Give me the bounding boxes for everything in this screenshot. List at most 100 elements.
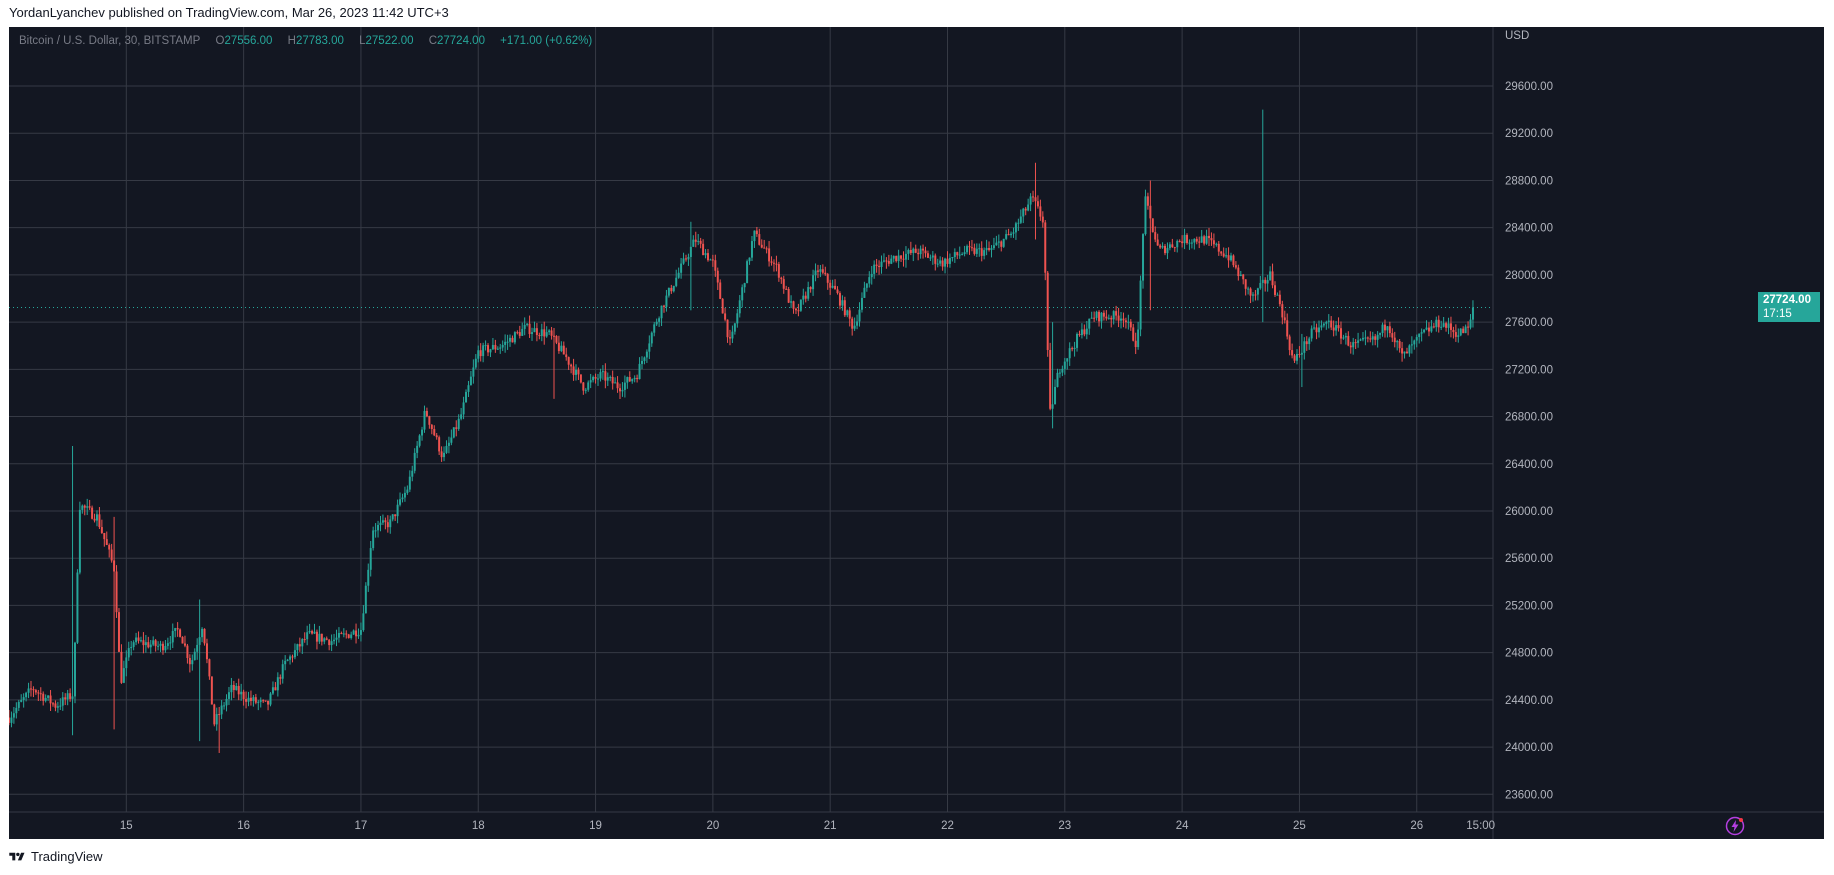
candle xyxy=(501,340,504,352)
candle xyxy=(413,448,416,474)
candle xyxy=(582,381,585,395)
candle xyxy=(1093,311,1096,322)
candle xyxy=(117,608,120,653)
lightning-icon[interactable] xyxy=(1725,816,1745,836)
candle xyxy=(196,638,199,660)
candle xyxy=(32,686,35,698)
time-tick-label: 19 xyxy=(589,820,602,832)
candle xyxy=(1251,292,1254,302)
candle xyxy=(20,694,23,703)
footer-brand[interactable]: TradingView xyxy=(9,849,103,864)
candle xyxy=(364,582,367,614)
candle xyxy=(557,335,560,354)
candle xyxy=(628,371,631,383)
price-tick-label: 23600.00 xyxy=(1505,789,1553,801)
candle xyxy=(108,543,111,558)
candle xyxy=(843,296,846,317)
candle xyxy=(555,335,558,345)
time-axis[interactable]: 15 16 17 18 19 20 21 22 23 24 25 26 15:00 xyxy=(120,820,1495,832)
candle xyxy=(575,364,578,381)
candle xyxy=(892,255,895,263)
candlestick-chart[interactable]: 23600.00 24000.00 24400.00 24800.00 25200.00… xyxy=(9,27,1824,839)
candle xyxy=(768,241,771,267)
candle xyxy=(882,253,885,263)
candle xyxy=(577,367,580,380)
candle xyxy=(1054,379,1057,405)
candle xyxy=(706,248,709,262)
candle xyxy=(873,260,876,279)
candle xyxy=(423,405,426,433)
candle xyxy=(1342,334,1345,340)
candle xyxy=(1469,314,1472,330)
candle xyxy=(306,625,309,646)
candle xyxy=(179,628,182,638)
candle xyxy=(1066,358,1069,370)
candle xyxy=(1225,248,1228,259)
candle xyxy=(763,239,766,249)
time-tick-label: 25 xyxy=(1293,820,1306,832)
chart-area[interactable]: 23600.00 24000.00 24400.00 24800.00 25200.00… xyxy=(9,27,1824,839)
candle xyxy=(746,259,749,284)
candle xyxy=(296,643,299,656)
candle xyxy=(726,319,729,343)
candle xyxy=(978,243,981,257)
candle xyxy=(1442,317,1445,328)
candle xyxy=(1388,321,1391,338)
candle xyxy=(570,363,573,374)
candle xyxy=(1320,320,1323,331)
candle xyxy=(59,698,62,711)
candle xyxy=(677,267,680,279)
candle xyxy=(328,639,331,651)
candle xyxy=(1366,336,1369,343)
price-tick-label: 26800.00 xyxy=(1505,412,1553,424)
candle xyxy=(1120,312,1123,329)
candle xyxy=(587,380,590,392)
candle xyxy=(1376,331,1379,348)
symbol-label: Bitcoin / U.S. Dollar, 30, BITSTAMP xyxy=(19,35,201,47)
candle xyxy=(1254,290,1257,301)
candle xyxy=(1002,238,1005,248)
candle xyxy=(1144,189,1147,236)
candle xyxy=(1242,273,1245,285)
time-tick-label: 24 xyxy=(1176,820,1189,832)
low-value: 27522.00 xyxy=(365,35,414,47)
time-tick-label: 15:00 xyxy=(1466,820,1495,832)
time-tick-label: 21 xyxy=(824,820,837,832)
candle xyxy=(29,680,32,697)
candle xyxy=(83,504,86,516)
candle xyxy=(1149,180,1152,311)
price-axis[interactable]: 23600.00 24000.00 24400.00 24800.00 25200.00… xyxy=(1505,30,1553,801)
candle xyxy=(443,446,446,462)
candle xyxy=(1076,332,1079,352)
candle xyxy=(269,692,272,707)
candle xyxy=(391,514,394,522)
candle xyxy=(1022,207,1025,224)
candle xyxy=(611,370,614,390)
candle xyxy=(465,389,468,403)
candle xyxy=(457,414,460,431)
candle xyxy=(543,321,546,345)
footer-brand-label: TradingView xyxy=(31,849,103,864)
candle xyxy=(636,374,639,383)
candle xyxy=(961,252,964,256)
candle xyxy=(462,396,465,420)
candle xyxy=(64,693,67,706)
candle xyxy=(362,605,365,632)
candle xyxy=(1173,246,1176,252)
candle xyxy=(350,631,353,640)
candle xyxy=(672,285,675,293)
candle xyxy=(1379,332,1382,339)
candle xyxy=(724,307,727,322)
candle xyxy=(836,286,839,295)
candle xyxy=(1019,209,1022,224)
candle xyxy=(1102,310,1105,321)
candle xyxy=(1359,338,1362,342)
candle xyxy=(191,654,194,671)
candle xyxy=(592,375,595,383)
price-tick-label: 26400.00 xyxy=(1505,459,1553,471)
candle xyxy=(418,434,421,448)
candle xyxy=(1073,341,1076,357)
candle xyxy=(1151,218,1154,233)
price-tick-label: 25600.00 xyxy=(1505,553,1553,565)
candle xyxy=(667,287,670,298)
